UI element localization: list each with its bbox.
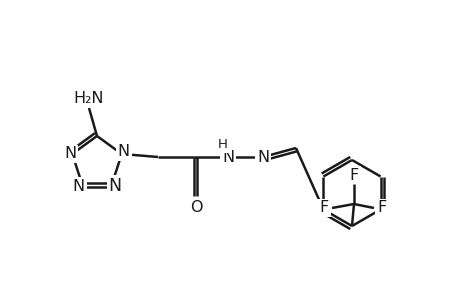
- Text: H: H: [218, 139, 228, 152]
- Text: N: N: [108, 177, 122, 195]
- Text: F: F: [349, 167, 358, 182]
- Text: N: N: [73, 178, 84, 194]
- Text: N: N: [64, 146, 76, 161]
- Text: F: F: [319, 200, 328, 215]
- Text: N: N: [221, 149, 234, 164]
- Text: H₂N: H₂N: [73, 91, 104, 106]
- Text: N: N: [257, 149, 269, 164]
- Text: F: F: [376, 200, 386, 215]
- Text: O: O: [190, 200, 202, 214]
- Text: N: N: [118, 145, 129, 160]
